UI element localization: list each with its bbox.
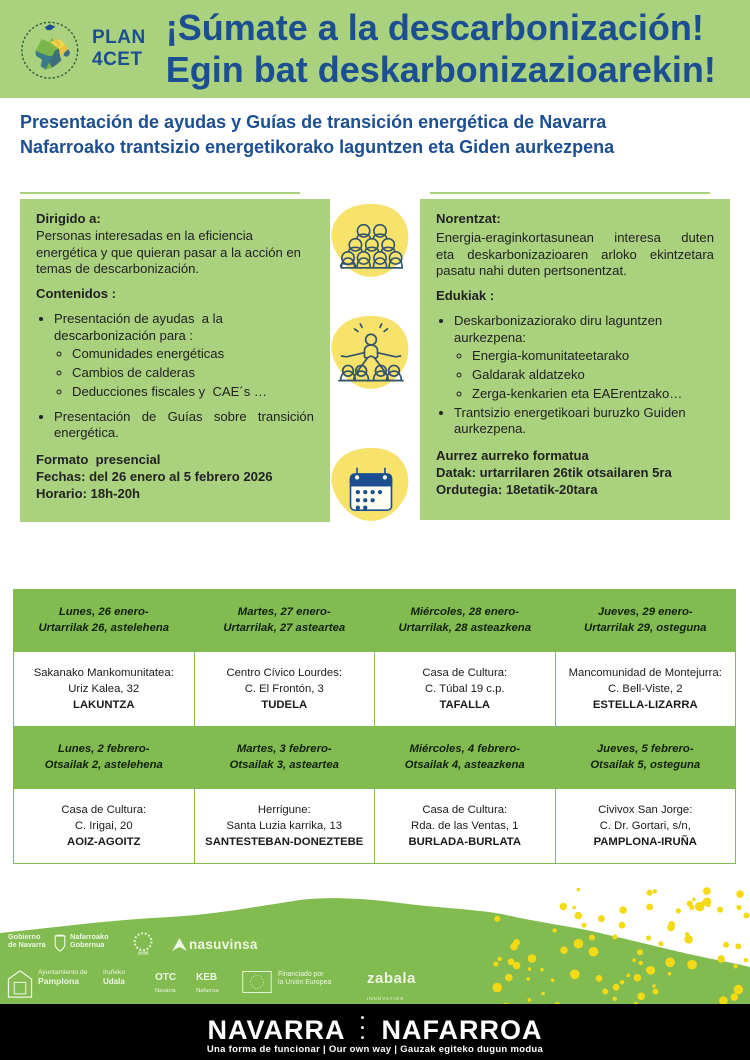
svg-text:2030: 2030 <box>138 951 149 957</box>
